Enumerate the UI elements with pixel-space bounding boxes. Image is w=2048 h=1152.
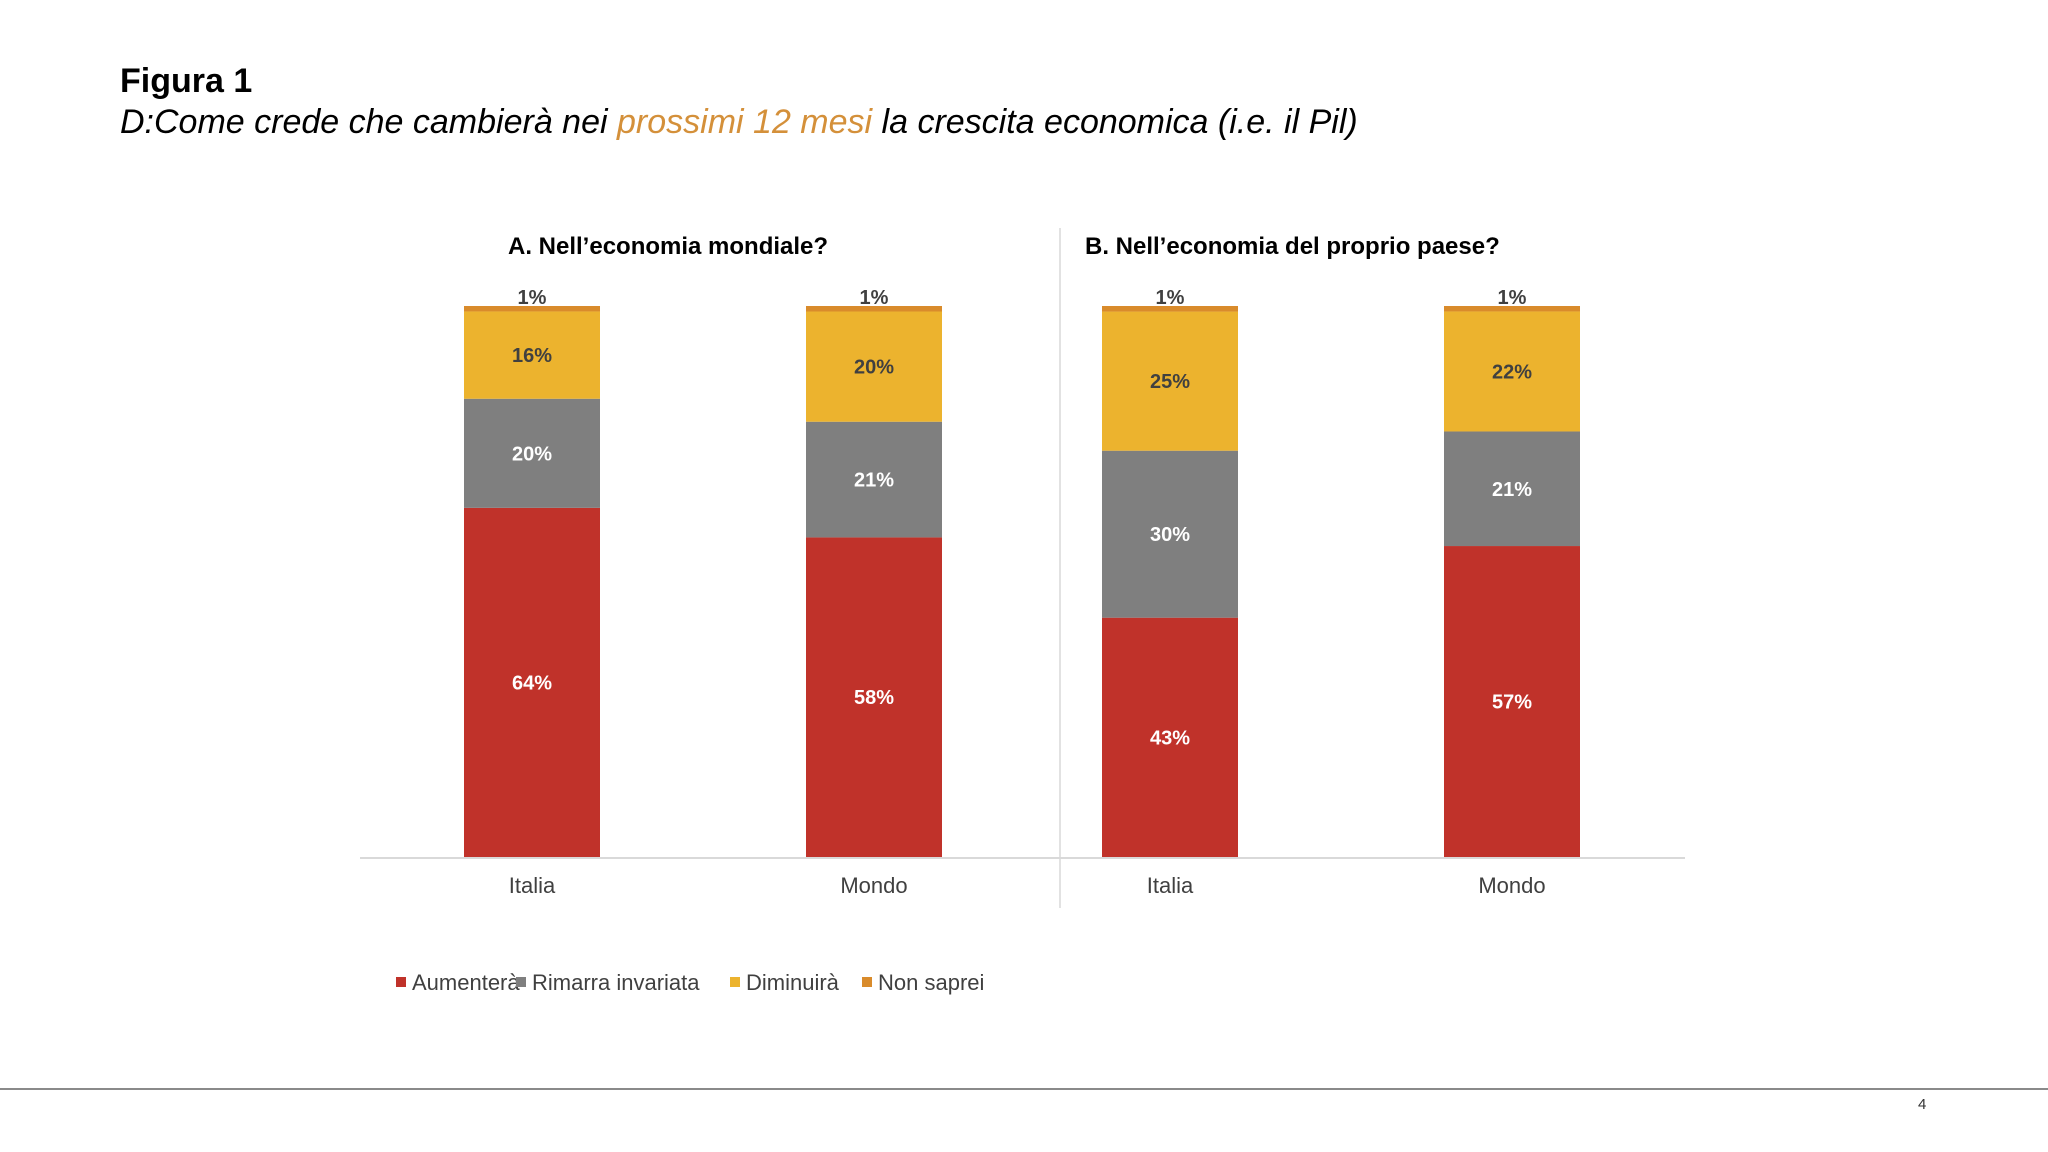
legend-label: Non saprei [878, 970, 984, 995]
category-label: Italia [509, 873, 556, 898]
data-label: 25% [1150, 371, 1190, 393]
legend-swatch [396, 977, 406, 987]
category-label: Italia [1147, 873, 1194, 898]
data-label: 64% [512, 672, 552, 694]
bar-segment-diminuir- [806, 311, 942, 422]
legend-swatch [516, 977, 526, 987]
bar-segment-non-saprei [464, 306, 600, 312]
bar-segment-rimarra-invariata [1444, 431, 1580, 547]
category-label: Mondo [840, 873, 907, 898]
bar-segment-non-saprei [1444, 306, 1580, 312]
data-label: 20% [512, 443, 552, 465]
data-label: 58% [854, 687, 894, 709]
question-highlight: prossimi 12 mesi [617, 103, 873, 141]
data-label: 1% [518, 287, 547, 309]
question-suffix: la crescita economica (i.e. il Pil) [872, 103, 1358, 141]
data-label: 21% [1492, 479, 1532, 501]
data-label: 16% [512, 345, 552, 367]
data-label: 21% [854, 470, 894, 492]
figure-label: Figura 1 [120, 62, 253, 100]
bar-segment-aumenter- [464, 507, 600, 857]
bar-segment-aumenter- [1102, 617, 1238, 857]
legend-swatch [730, 977, 740, 987]
data-label: 1% [1498, 287, 1527, 309]
data-label: 20% [854, 357, 894, 379]
data-label: 22% [1492, 361, 1532, 383]
bar-segment-aumenter- [1444, 546, 1580, 857]
bar-segment-non-saprei [806, 306, 942, 312]
category-label: Mondo [1478, 873, 1545, 898]
data-label: 1% [860, 287, 889, 309]
bar-segment-rimarra-invariata [1102, 450, 1238, 618]
bar-segment-diminuir- [1444, 311, 1580, 432]
bar-segment-rimarra-invariata [464, 398, 600, 508]
question-subtitle: D:Come crede che cambierà nei prossimi 1… [120, 103, 1358, 142]
panel-title: A. Nell’economia mondiale? [508, 233, 828, 260]
legend-label: Diminuirà [746, 970, 840, 995]
question-prefix: D:Come crede che cambierà nei [120, 103, 618, 141]
data-label: 1% [1156, 287, 1185, 309]
bar-segment-diminuir- [1102, 311, 1238, 451]
bar-segment-aumenter- [806, 537, 942, 857]
legend-swatch [862, 977, 872, 987]
bar-segment-diminuir- [464, 311, 600, 399]
footer-divider [0, 1088, 2048, 1090]
data-label: 43% [1150, 727, 1190, 749]
panel-title: B. Nell’economia del proprio paese? [1085, 233, 1500, 260]
legend-label: Aumenterà [412, 970, 520, 995]
bar-segment-non-saprei [1102, 306, 1238, 312]
legend-label: Rimarra invariata [532, 970, 700, 995]
data-label: 57% [1492, 692, 1532, 714]
page-number: 4 [1918, 1096, 1927, 1113]
bar-segment-rimarra-invariata [806, 421, 942, 538]
data-label: 30% [1150, 524, 1190, 546]
